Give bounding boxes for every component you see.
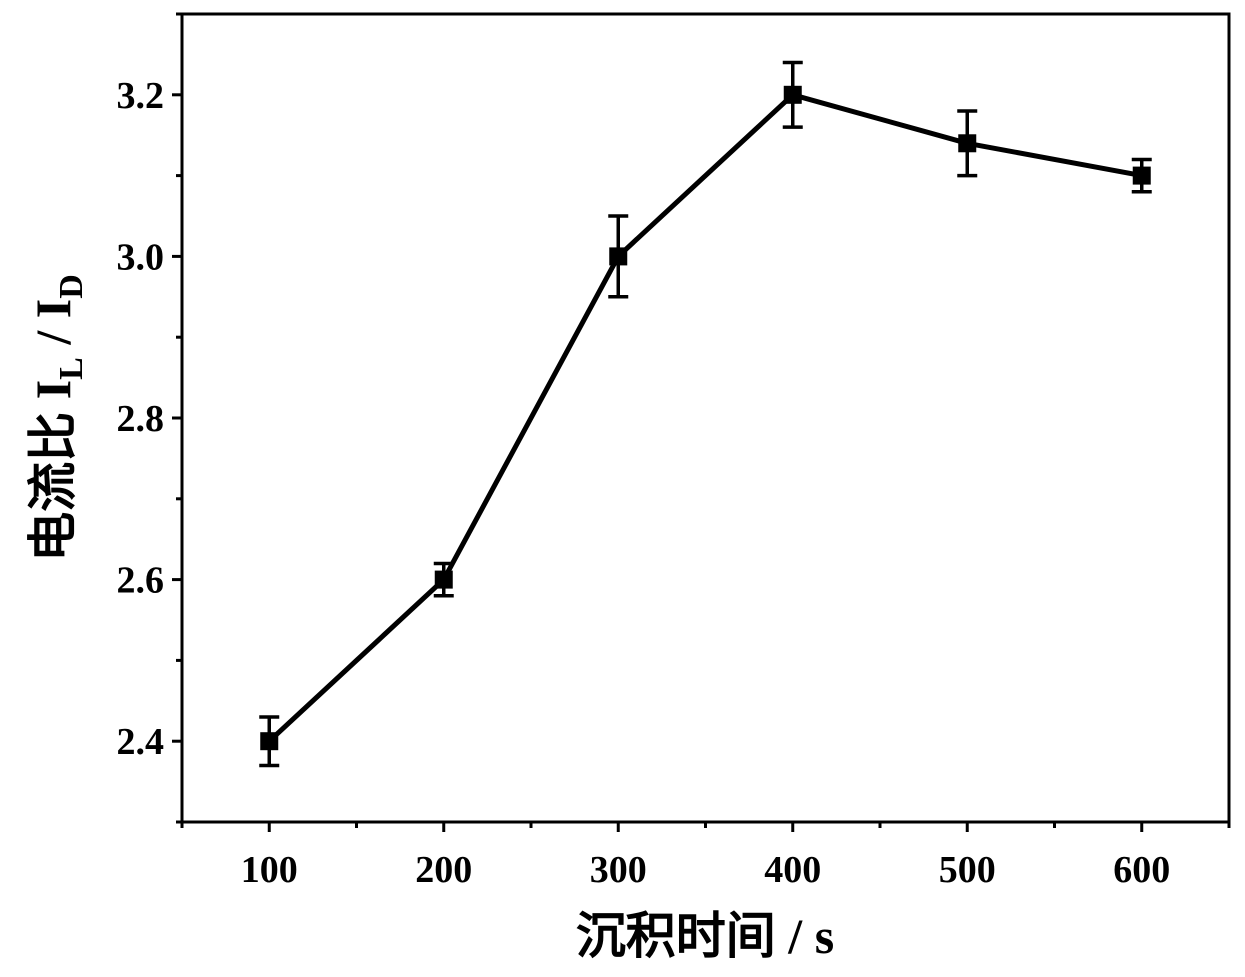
y-axis-title-sub-l: L xyxy=(53,357,90,380)
x-tick-label: 100 xyxy=(241,849,298,891)
ticks-layer xyxy=(172,14,1229,832)
data-point xyxy=(260,732,278,750)
x-tick-label: 300 xyxy=(590,849,647,891)
x-tick-label: 200 xyxy=(415,849,472,891)
y-tick-label: 2.6 xyxy=(117,560,165,602)
y-axis-title: 电流比 IL / ID xyxy=(25,274,90,562)
x-tick-label: 500 xyxy=(939,849,996,891)
x-tick-label: 400 xyxy=(764,849,821,891)
y-axis-title-prefix: 电流比 I xyxy=(25,380,81,562)
data-point xyxy=(1133,167,1151,185)
data-point xyxy=(435,571,453,589)
y-tick-label: 2.4 xyxy=(117,721,165,763)
series-line xyxy=(269,95,1142,741)
y-axis-title-mid: / I xyxy=(25,299,81,357)
y-axis-title-sub-d: D xyxy=(53,274,90,299)
series-layer xyxy=(259,62,1152,765)
y-tick-label: 3.2 xyxy=(117,75,165,117)
x-tick-label: 600 xyxy=(1113,849,1170,891)
data-point xyxy=(784,86,802,104)
labels-layer: 100 200 300 400 500 600 2.4 2.6 2.8 3.0 3.2 xyxy=(117,75,1171,891)
data-point xyxy=(958,134,976,152)
y-tick-label: 2.8 xyxy=(117,398,165,440)
data-point xyxy=(609,247,627,265)
y-tick-label: 3.0 xyxy=(117,236,165,278)
x-axis-title: 沉积时间 / s xyxy=(576,908,834,964)
plot-frame xyxy=(182,14,1229,822)
